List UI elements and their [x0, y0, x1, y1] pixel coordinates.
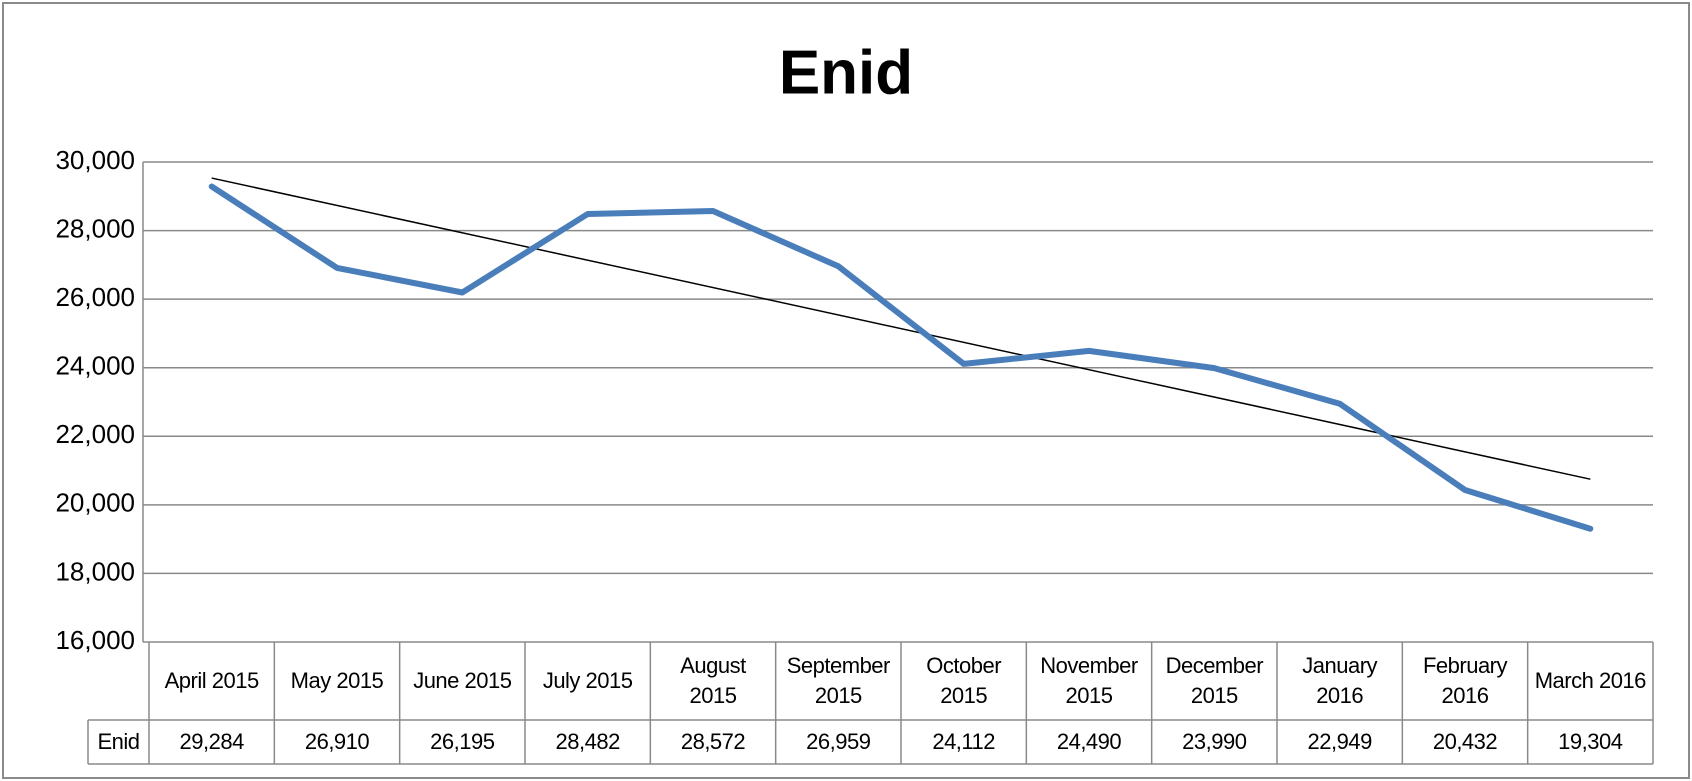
series-line [208, 183, 1594, 532]
y-tick-label: 18,000 [55, 556, 135, 586]
data-table-value: 24,490 [1056, 729, 1122, 754]
data-table-value: 29,284 [179, 729, 245, 754]
trendline [211, 177, 1591, 480]
x-tick-label: March 2016 [1534, 668, 1647, 693]
data-table-value: 26,959 [806, 729, 871, 754]
y-tick-label: 30,000 [55, 145, 135, 175]
x-tick-label: August 2015 [680, 653, 746, 708]
chart-title: Enid [779, 38, 913, 107]
y-tick-label: 26,000 [55, 282, 135, 312]
x-tick-label: June 2015 [413, 668, 512, 693]
x-tick-label: November 2015 [1040, 653, 1138, 708]
x-tick-label: December 2015 [1165, 653, 1264, 708]
y-tick-label: 20,000 [55, 488, 135, 518]
data-table-value: 24,112 [932, 729, 995, 754]
x-tick-label: July 2015 [542, 668, 633, 693]
legend-label: Enid [97, 729, 140, 754]
data-table-value: 19,304 [1558, 729, 1623, 754]
x-tick-label: April 2015 [164, 668, 260, 693]
data-table-value: 22,949 [1307, 729, 1373, 754]
x-tick-label: May 2015 [290, 668, 384, 693]
data-table-value: 28,572 [680, 729, 746, 754]
x-tick-label: September 2015 [786, 653, 891, 708]
data-table-value: 26,195 [430, 729, 495, 754]
x-tick-label: January 2016 [1302, 653, 1378, 708]
y-tick-label: 24,000 [55, 351, 135, 381]
data-table-value: 23,990 [1182, 729, 1247, 754]
x-tick-label: February 2016 [1422, 653, 1508, 708]
data-table-value: 20,432 [1432, 729, 1498, 754]
y-tick-label: 16,000 [55, 625, 135, 655]
data-table-value: 26,910 [304, 729, 370, 754]
y-tick-label: 22,000 [55, 419, 135, 449]
x-tick-label: October 2015 [926, 653, 1002, 708]
y-tick-label: 28,000 [55, 213, 135, 243]
data-table-value: 28,482 [555, 729, 621, 754]
